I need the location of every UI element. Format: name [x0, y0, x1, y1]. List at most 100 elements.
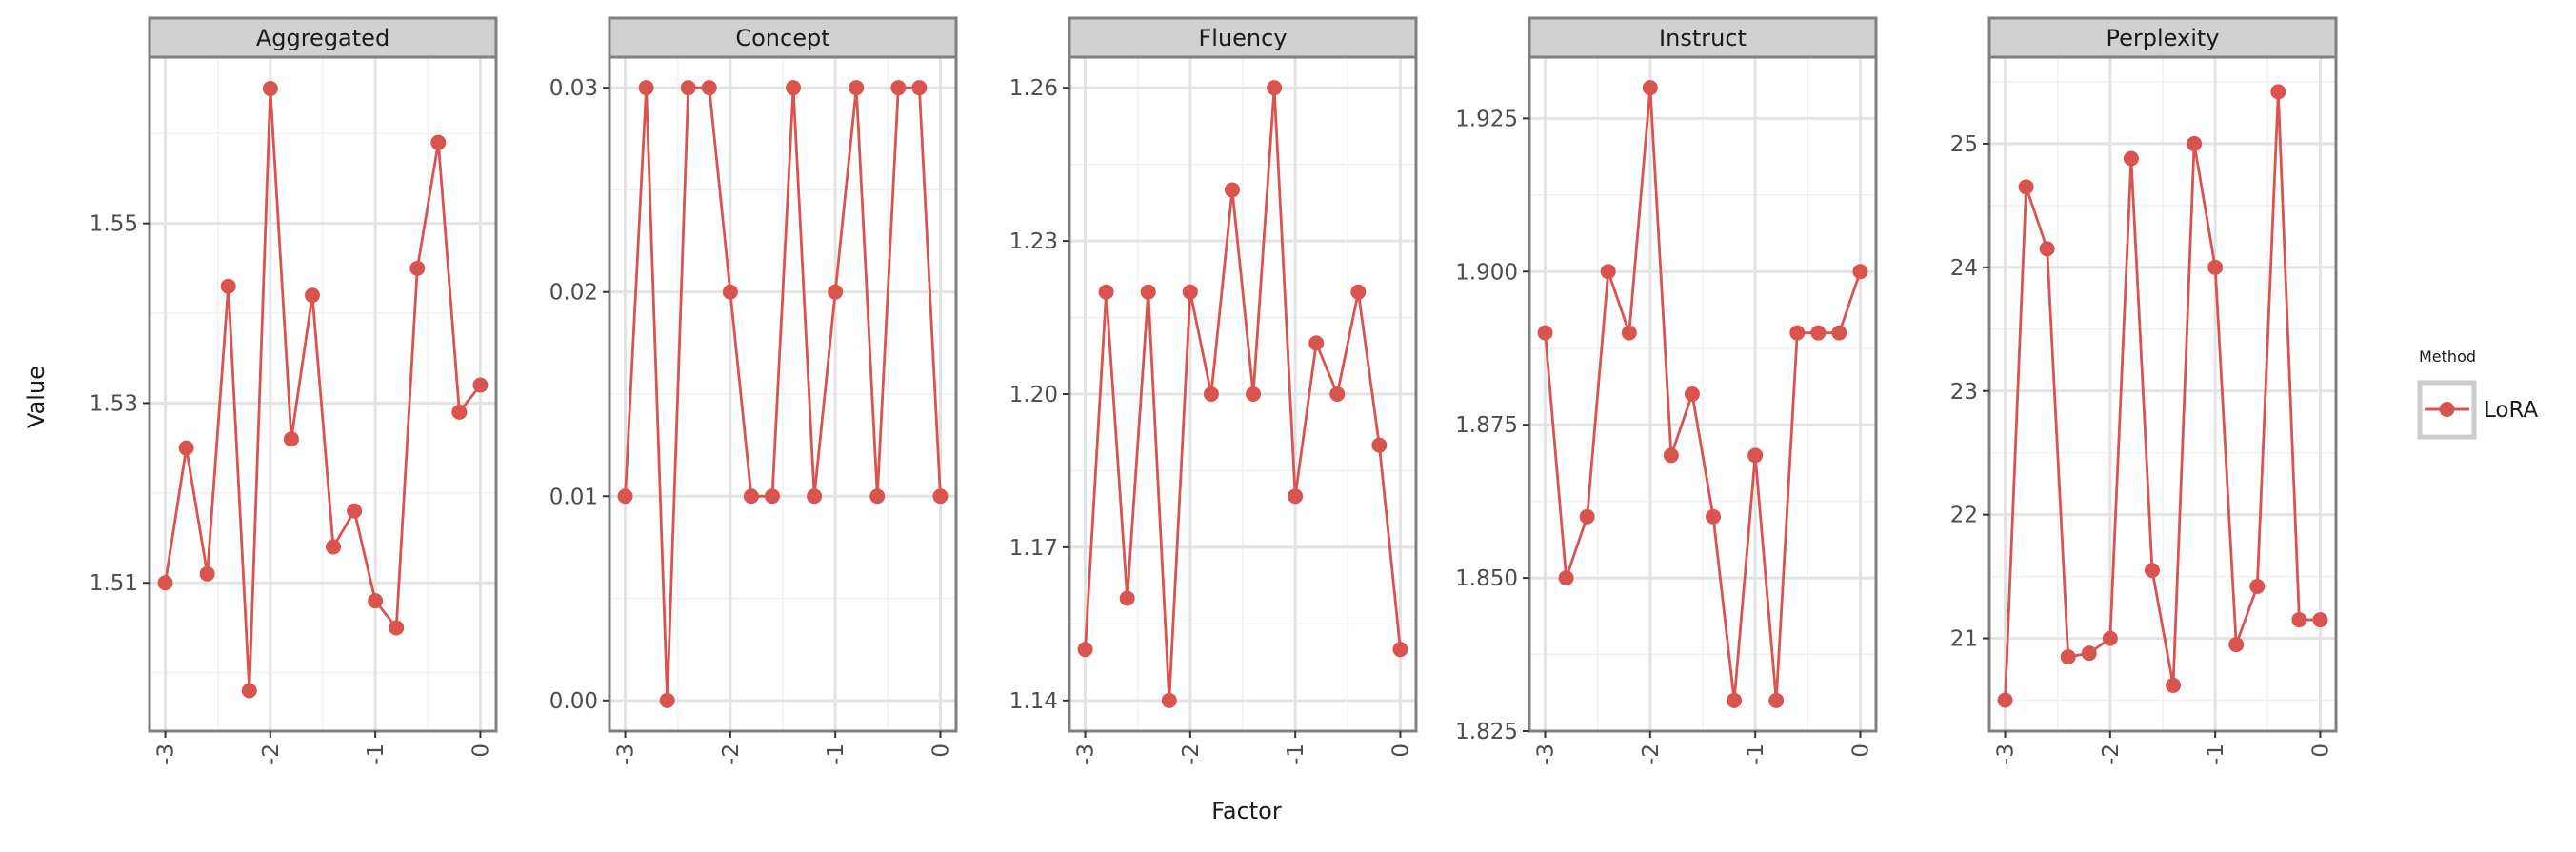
- data-point: [1537, 325, 1553, 341]
- x-tick-label: -1: [824, 743, 849, 765]
- x-tick-label: -2: [259, 743, 284, 765]
- x-tick-label: -1: [2204, 743, 2228, 765]
- y-tick-label: 0.03: [549, 76, 598, 101]
- y-tick-label: 1.20: [1009, 383, 1058, 407]
- y-tick-label: 1.53: [90, 391, 138, 416]
- data-point: [1831, 325, 1847, 341]
- data-point: [1789, 325, 1806, 341]
- x-tick-label: -3: [1994, 743, 2019, 765]
- data-point: [786, 80, 802, 96]
- data-point: [1600, 264, 1616, 280]
- data-point: [617, 488, 633, 505]
- x-tick-label: 0: [1848, 743, 1873, 758]
- data-point: [326, 539, 342, 555]
- data-point: [1161, 692, 1177, 708]
- data-point: [1768, 692, 1785, 708]
- data-point: [1727, 692, 1743, 708]
- data-point: [389, 620, 405, 636]
- data-point: [1098, 284, 1114, 300]
- y-tick-label: 1.900: [1455, 260, 1518, 285]
- data-point: [199, 565, 215, 582]
- data-point: [807, 488, 823, 505]
- data-point: [178, 440, 194, 456]
- data-point: [932, 488, 949, 505]
- data-point: [911, 80, 928, 96]
- y-tick-label: 23: [1950, 380, 1978, 405]
- y-tick-label: 1.17: [1009, 536, 1058, 561]
- x-tick-label: 0: [469, 743, 493, 758]
- data-point: [1182, 284, 1198, 300]
- data-point: [1329, 386, 1346, 402]
- x-tick-label: -3: [1534, 743, 1559, 765]
- facet-strip: [1528, 16, 1878, 59]
- data-point: [1119, 590, 1135, 606]
- y-tick-label: 0.01: [549, 485, 598, 509]
- y-tick-label: 1.825: [1455, 720, 1518, 744]
- x-tick-label: -2: [1639, 743, 1664, 765]
- panel-aggregated: Aggregated 1.51 1.53 1.55 -3 -2 -1 0: [90, 16, 498, 765]
- data-point: [2102, 630, 2118, 646]
- y-tick-label: 1.850: [1455, 566, 1518, 591]
- data-point: [2144, 563, 2160, 579]
- data-point: [1706, 508, 1722, 525]
- series-line-lora: [1084, 86, 1402, 703]
- data-point: [304, 287, 320, 304]
- y-tick-label: 1.23: [1009, 229, 1058, 254]
- data-point: [262, 81, 278, 97]
- data-point: [722, 284, 738, 300]
- y-tick-label: 0.02: [549, 281, 598, 306]
- data-point: [368, 593, 384, 609]
- data-point: [2166, 677, 2182, 693]
- data-point: [638, 80, 654, 96]
- x-axis-title: Factor: [1211, 798, 1282, 824]
- data-point: [2187, 135, 2203, 151]
- panel-concept: Concept 0.00 0.01 0.02 0.03 -3 -2 -1 0: [549, 16, 958, 765]
- data-point: [743, 488, 759, 505]
- data-point: [157, 575, 173, 591]
- data-point: [2018, 179, 2034, 195]
- data-point: [472, 377, 489, 393]
- data-point: [1288, 488, 1304, 505]
- data-point: [430, 134, 447, 150]
- data-point: [1140, 284, 1156, 300]
- x-tick-label: -2: [2099, 743, 2124, 765]
- x-tick-label: -3: [154, 743, 179, 765]
- data-point: [1203, 386, 1219, 402]
- x-tick-label: -1: [1744, 743, 1768, 765]
- data-point: [869, 488, 886, 505]
- data-point: [890, 80, 907, 96]
- data-point: [2228, 637, 2245, 653]
- data-point: [2039, 241, 2055, 257]
- x-tick-label: 0: [2308, 743, 2333, 758]
- legend-key-marker: [2439, 402, 2455, 417]
- x-tick-label: -2: [1179, 743, 1204, 765]
- series-line-lora: [1544, 86, 1862, 703]
- data-point: [1684, 386, 1700, 402]
- x-tick-label: -2: [719, 743, 744, 765]
- series-line-lora: [2004, 89, 2321, 701]
- data-point: [2081, 645, 2097, 662]
- panel-fluency: Fluency 1.14 1.17 1.20 1.23 1.26 -3 -2 -1 0: [1009, 16, 1418, 765]
- y-tick-label: 22: [1950, 504, 1978, 528]
- y-tick-label: 1.51: [90, 571, 138, 596]
- data-point: [1224, 182, 1240, 198]
- facet-strip: [608, 16, 958, 59]
- y-tick-label: 1.875: [1455, 413, 1518, 438]
- data-point: [451, 404, 468, 420]
- y-tick-label: 0.00: [549, 689, 598, 714]
- facet-strip: [1068, 16, 1418, 59]
- data-point: [1371, 437, 1388, 453]
- facet-strip-label: Perplexity: [2107, 25, 2220, 51]
- data-point: [701, 80, 717, 96]
- facet-strip-label: Aggregated: [256, 25, 389, 51]
- y-tick-label: 21: [1950, 627, 1978, 652]
- data-point: [828, 284, 844, 300]
- legend-label-lora: LoRA: [2484, 398, 2539, 423]
- legend-key-box: [2417, 380, 2477, 440]
- data-point: [1308, 335, 1325, 351]
- x-tick-label: 0: [929, 743, 953, 758]
- data-point: [2207, 259, 2224, 275]
- legend-title: Method: [2419, 347, 2476, 366]
- facet-strip: [1987, 16, 2338, 59]
